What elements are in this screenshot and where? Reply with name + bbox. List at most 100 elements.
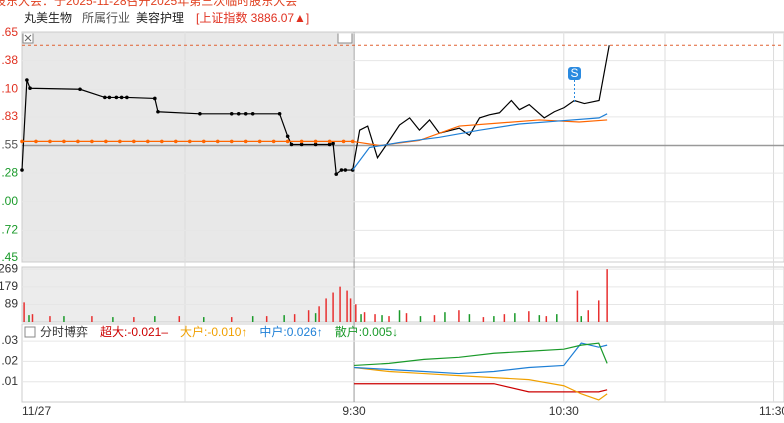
point [146, 139, 150, 144]
volume-bar [482, 317, 485, 322]
point [156, 109, 160, 114]
point [343, 168, 348, 172]
x-tick-label: 10:30 [549, 404, 579, 418]
point [299, 139, 304, 144]
volume-bar [468, 314, 471, 322]
volume-bar [580, 316, 583, 322]
prev-day-shade [22, 267, 353, 322]
point [132, 139, 136, 144]
volume-bar [606, 269, 608, 322]
point [48, 139, 52, 144]
volume-bar [133, 317, 135, 322]
point [20, 139, 24, 144]
y-tick-label: 269 [0, 261, 18, 275]
point [125, 95, 129, 100]
point [28, 86, 32, 91]
volume-bar [355, 304, 357, 322]
point [78, 87, 82, 92]
volume-bar [325, 298, 327, 322]
volume-bar [178, 316, 181, 322]
volume-bar [318, 306, 320, 322]
point [34, 139, 38, 144]
point [229, 111, 234, 116]
volume-bar [91, 316, 93, 322]
point [25, 78, 29, 82]
volume-frame [21, 266, 784, 323]
point [313, 139, 318, 144]
x-tick-label: 9:30 [342, 404, 366, 418]
volume-bar [230, 317, 233, 322]
y-tick-label: .10 [1, 81, 18, 95]
volume-bar [360, 314, 362, 322]
point [76, 139, 80, 144]
point [114, 95, 119, 100]
y-tick-label: .03 [1, 333, 18, 347]
point [341, 139, 346, 144]
volume-bar [458, 310, 460, 322]
y-tick-label: 89 [5, 297, 19, 311]
volume-bar [332, 292, 334, 322]
y-tick-label: .83 [1, 109, 18, 123]
volume-bar [283, 315, 285, 322]
point [215, 139, 220, 144]
point [153, 96, 157, 101]
x-tick-label: 11:30 [759, 404, 784, 418]
volume-bar [556, 314, 558, 322]
point [299, 142, 304, 147]
volume-bar [538, 315, 541, 322]
volume-bar [587, 310, 590, 322]
expand-button[interactable] [337, 32, 353, 44]
y-tick-label: .72 [1, 223, 18, 237]
y-tick-label: .55 [1, 138, 18, 152]
point [250, 111, 255, 116]
volume-bar [49, 316, 51, 322]
point [339, 168, 344, 172]
volume-bar [339, 286, 341, 322]
series-line [352, 45, 610, 171]
point [243, 139, 248, 144]
volume-bar [597, 300, 600, 322]
volume-bar [314, 313, 317, 322]
legend-entry: 大户:-0.010↑ [180, 324, 247, 339]
series-line [354, 342, 608, 375]
industry-label: 所属行业 [82, 11, 130, 25]
point [277, 111, 282, 116]
flow-title: 分时博弈 [40, 324, 88, 339]
volume-bar [514, 313, 516, 322]
y-tick-label: .28 [1, 165, 18, 179]
volume-bar [503, 314, 506, 322]
point [229, 139, 234, 144]
y-tick-label: .38 [1, 53, 18, 67]
legend-entry: 中户:0.026↑ [259, 324, 322, 339]
point [201, 139, 206, 144]
point [119, 95, 124, 100]
volume-bar [363, 312, 366, 322]
volume-bar [251, 316, 254, 322]
legend-entry: 散户:0.005↓ [335, 324, 398, 339]
volume-bar [346, 290, 348, 322]
annotation-badge [568, 67, 581, 80]
point [118, 139, 122, 144]
volume-bar [405, 313, 408, 322]
y-tick-label: .01 [1, 374, 18, 388]
point [331, 141, 335, 146]
flow-button[interactable] [24, 326, 36, 338]
price-frame [21, 31, 784, 263]
volume-bar [388, 316, 390, 322]
point [285, 139, 290, 144]
point [236, 111, 241, 116]
y-tick-label: .00 [1, 194, 18, 208]
volume-bar [31, 314, 34, 322]
point [20, 168, 24, 172]
index: [上证指数 3886.07▲] [196, 10, 309, 25]
volume-bar [203, 317, 205, 322]
volume-bar [444, 312, 446, 322]
notice: 股东大会：于2025-11-28召开2025年第三次临时股东大会 [0, 0, 297, 8]
stock-name: 丸美生物 [24, 11, 72, 25]
point [160, 139, 164, 144]
point [289, 142, 294, 147]
volume-bar [576, 290, 579, 322]
volume-bar [398, 310, 401, 322]
